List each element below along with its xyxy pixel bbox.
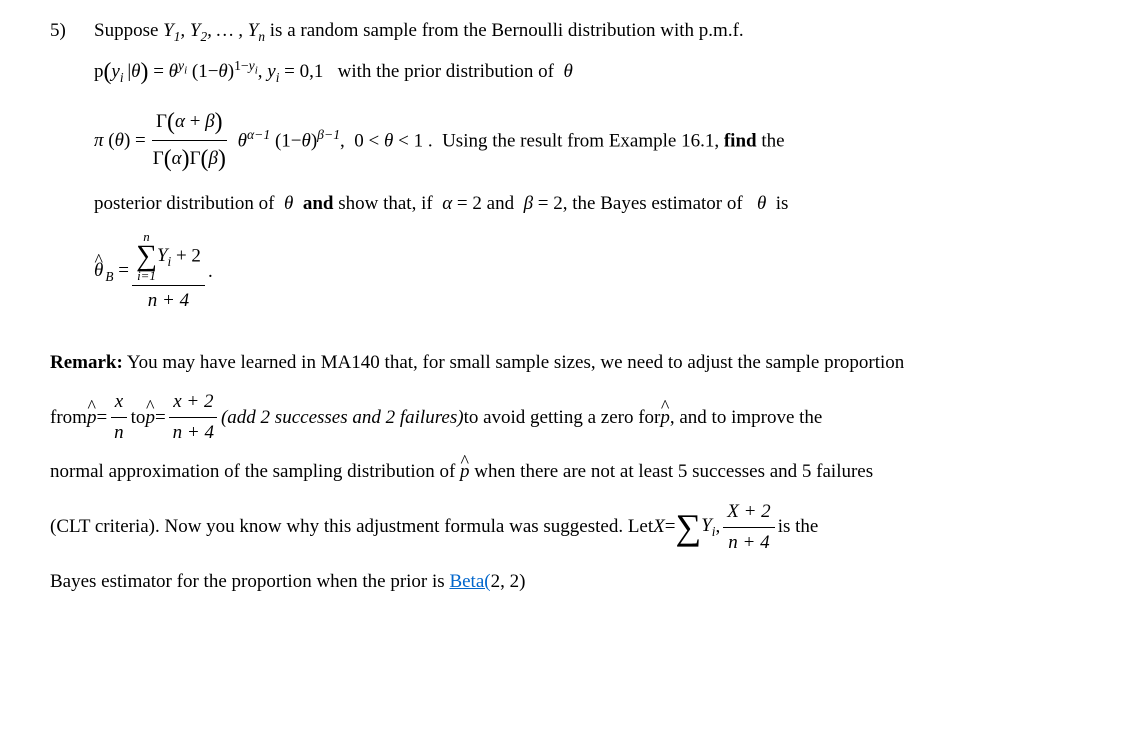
est-dot: . [208,259,213,285]
remark-line2: from p = x n to p = x + 2 n + 4 (add 2 s… [50,389,1112,445]
estimator-lhs: θB = [94,258,129,286]
est-eq: = [113,260,128,281]
est-plus2: + 2 [171,245,201,266]
prior-den: Γ(α)Γ(β) [149,141,230,175]
sum-bot: i=1 [137,270,156,283]
remark-block: Remark: You may have learned in MA140 th… [50,350,1112,595]
phat1: p [87,405,97,431]
r4-fd: n + 4 [724,528,773,556]
phat2: p [145,405,155,431]
est-num: n ∑ i=1 Yi + 2 [132,231,205,286]
question-number: 5) [50,18,94,44]
find-bold: find [724,131,757,152]
prior-lhs: π (θ) = [94,128,146,154]
r5b: 2, 2) [491,571,526,592]
remark-line4: (CLT criteria). Now you know why this ad… [50,499,1112,555]
r2-f2n: x + 2 [169,389,217,418]
r2-paren: (add 2 successes and 2 failures) [221,405,464,431]
remark-line3: normal approximation of the sampling dis… [50,459,1112,485]
pmf-p: p [94,61,104,82]
remark-label: Remark: [50,352,123,373]
prior-tail: the [757,131,785,152]
r3: normal approximation of the sampling dis… [50,461,460,482]
inline-sum: ∑ [675,511,701,543]
frac-xn: x n [110,389,128,445]
sum-symbol: n ∑ i=1 [136,231,157,283]
est-den: n + 4 [144,286,193,314]
frac-X2n4: X + 2 n + 4 [723,499,774,555]
intro-text-a: Suppose [94,20,163,41]
r2-f1d: n [110,418,128,446]
remark-line5: Bayes estimator for the proportion when … [50,569,1112,595]
prior-line: π (θ) = Γ(α + β) Γ(α)Γ(β) θα−1 (1−θ)β−1,… [94,106,1112,175]
r4-tail: is the [778,514,819,540]
r3b: when there are not at least 5 successes … [470,461,874,482]
question-intro: Suppose Y1, Y2, … , Yn is a random sampl… [94,18,1112,46]
post-a: posterior distribution of θ [94,193,303,214]
sequence-vars: Y1, Y2, … , Yn [163,20,265,41]
r2-to: to [131,405,146,431]
prior-fraction: Γ(α + β) Γ(α)Γ(β) [149,106,230,175]
post-b: show that, if α = 2 and β = 2, the Bayes… [333,193,788,214]
pmf-tail: with the prior distribution of θ [323,59,572,85]
pmf-expression: p(yi |θ) = θyi (1−θ)1−yi, yi = 0,1 [94,56,323,88]
intro-text-b: is a random sample from the Bernoulli di… [265,20,744,41]
estimator-line: θB = n ∑ i=1 Yi + 2 n + 4 . [94,231,1112,314]
remark-line1: Remark: You may have learned in MA140 th… [50,350,1112,376]
remark-a: You may have learned in MA140 that, for … [123,352,904,373]
prior-rest: θα−1 (1−θ)β−1, 0 < θ < 1 . Using the res… [233,126,785,154]
frac-x2n4: x + 2 n + 4 [169,389,218,445]
prior-num: Γ(α + β) [152,106,227,141]
r2-f2d: n + 4 [169,418,218,446]
estimator-fraction: n ∑ i=1 Yi + 2 n + 4 [132,231,205,314]
r2-from: from [50,405,87,431]
r2-tail: to avoid getting a zero for [464,405,661,431]
r2-eq1: = [96,405,107,431]
r5a: Bayes estimator for the proportion when … [50,571,449,592]
r2-f1n: x [111,389,127,418]
posterior-line: posterior distribution of θ and show tha… [94,191,1112,217]
r4-fn: X + 2 [723,499,774,528]
post-and: and [303,193,334,214]
pmf-comma: , [258,61,268,82]
r2-tail2: , and to improve the [670,405,823,431]
pmf-line: p(yi |θ) = θyi (1−θ)1−yi, yi = 0,1 with … [94,56,1112,88]
beta-link[interactable]: Beta( [449,571,490,592]
r4a: (CLT criteria). Now you know why this ad… [50,514,653,540]
question-row: 5) Suppose Y1, Y2, … , Yn is a random sa… [50,18,1112,46]
